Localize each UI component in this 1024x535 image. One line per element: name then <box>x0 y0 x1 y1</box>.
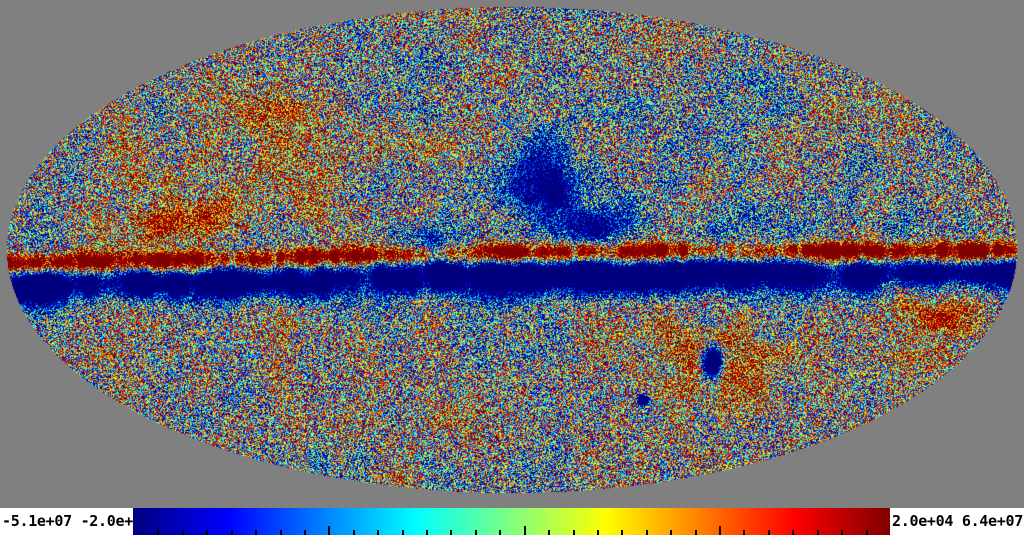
colorbar-minor-tick <box>695 530 697 535</box>
colorbar-minor-tick <box>255 530 257 535</box>
colorbar-minor-tick <box>841 530 843 535</box>
colorbar-minor-tick <box>597 530 599 535</box>
colorbar-minor-tick <box>743 530 745 535</box>
colorbar-minor-tick <box>450 530 452 535</box>
colorbar-minor-tick <box>280 530 282 535</box>
colorbar-minor-tick <box>670 530 672 535</box>
colorbar-minor-tick <box>206 530 208 535</box>
colorbar-major-tick <box>524 526 526 535</box>
colorbar-minor-tick <box>353 530 355 535</box>
colorbar-minor-tick <box>573 530 575 535</box>
colorbar-minor-tick <box>182 530 184 535</box>
colorbar-minor-tick <box>157 530 159 535</box>
colorbar-minor-tick <box>475 530 477 535</box>
colorbar-gradient <box>133 508 890 535</box>
colorbar-minor-tick <box>792 530 794 535</box>
colorbar-minor-tick <box>817 530 819 535</box>
colorbar-major-tick <box>328 526 330 535</box>
colorbar-minor-tick <box>304 530 306 535</box>
all-sky-map-canvas <box>0 0 1024 500</box>
colorbar-minor-tick <box>402 530 404 535</box>
colorbar-minor-tick <box>499 530 501 535</box>
colorbar-minor-tick <box>231 530 233 535</box>
colorbar-minor-tick <box>377 530 379 535</box>
colorbar-ticks <box>133 526 890 535</box>
colorbar-minor-tick <box>426 530 428 535</box>
colorbar-label-right: 2.0e+04 6.4e+07 <box>892 512 1023 530</box>
colorbar-major-tick <box>719 526 721 535</box>
all-sky-map-panel <box>0 0 1024 500</box>
colorbar-minor-tick <box>621 530 623 535</box>
colorbar-gradient-wrap <box>133 508 890 535</box>
colorbar-minor-tick <box>646 530 648 535</box>
colorbar-minor-tick <box>866 530 868 535</box>
colorbar-label-left: -5.1e+07 -2.0e+04 <box>2 512 151 530</box>
colorbar-minor-tick <box>768 530 770 535</box>
colorbar-minor-tick <box>548 530 550 535</box>
